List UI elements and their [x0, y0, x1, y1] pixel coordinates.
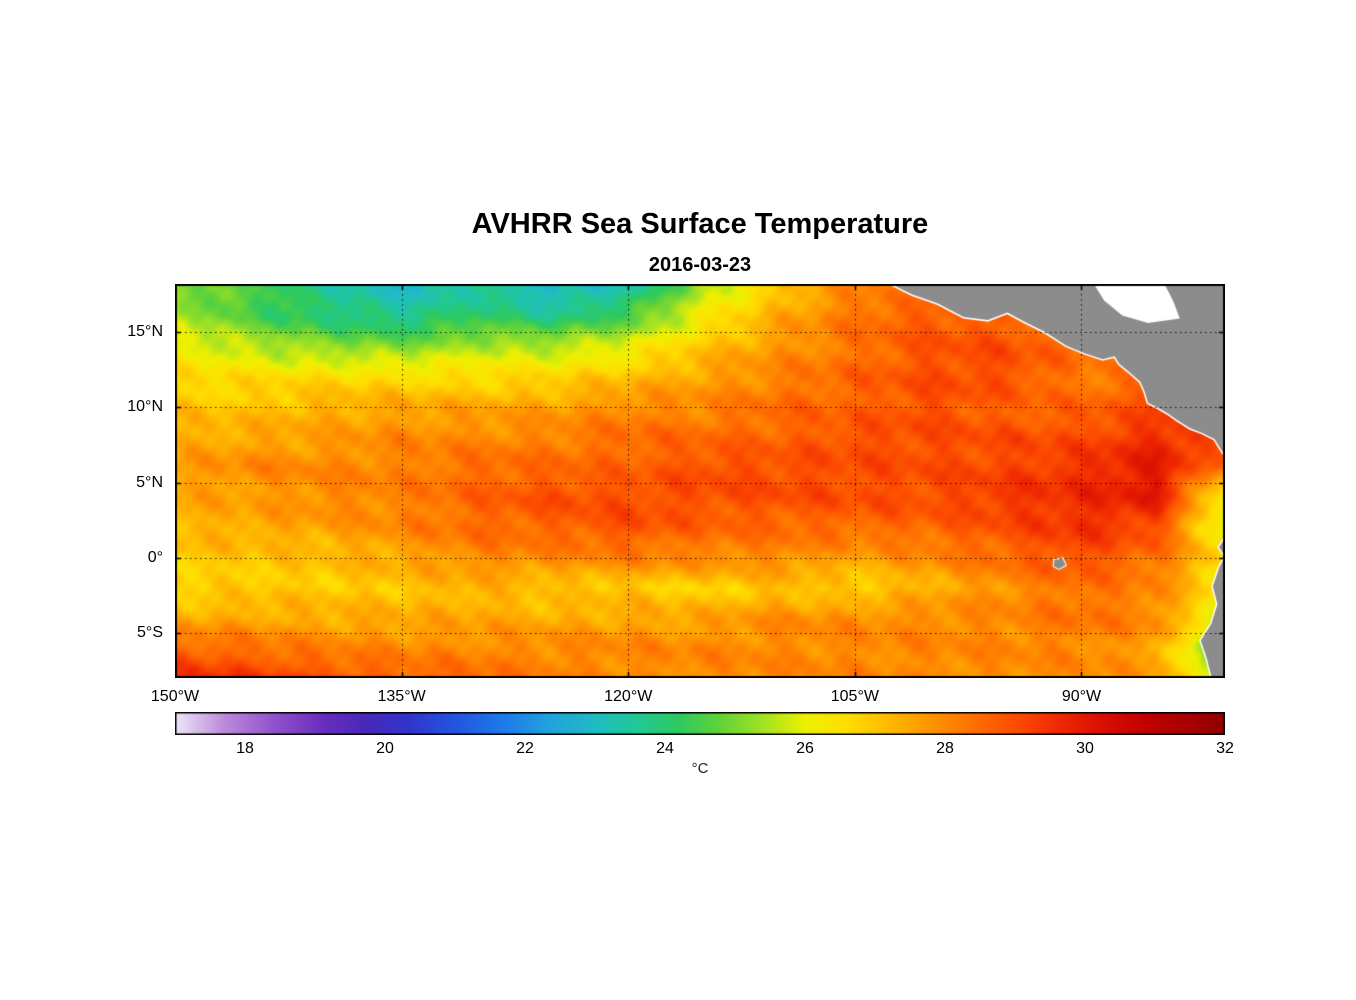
x-axis-tick-label: 120°W	[604, 688, 653, 705]
sst-map	[175, 284, 1225, 678]
colorbar-tick-label: 30	[1076, 740, 1094, 757]
x-axis-tick-label: 90°W	[1061, 688, 1102, 705]
chart-subtitle: 2016-03-23	[648, 254, 752, 276]
y-axis-tick-label: 5°S	[137, 623, 163, 641]
y-axis-tick-label: 5°N	[136, 473, 163, 491]
colorbar-tick-label: 20	[376, 740, 394, 757]
chart-title: AVHRR Sea Surface Temperature	[471, 208, 929, 240]
colorbar-tick-label: 18	[236, 740, 254, 757]
colorbar-tick-label: 28	[936, 740, 954, 757]
colorbar-gradient-canvas	[175, 712, 1225, 735]
x-axis-tick-label: 150°W	[150, 688, 200, 705]
x-axis-tick-label: 105°W	[830, 688, 879, 705]
colorbar-tick-label: 26	[796, 740, 814, 757]
colorbar-unit-label: °C	[691, 760, 709, 777]
y-axis-tick-label: 15°N	[127, 323, 163, 341]
colorbar-tick-label: 32	[1216, 740, 1234, 757]
colorbar	[175, 712, 1225, 735]
colorbar-tick-label: 22	[516, 740, 534, 757]
colorbar-tick-label: 24	[656, 740, 674, 757]
x-axis-tick-label: 135°W	[377, 688, 426, 705]
sst-map-canvas	[175, 284, 1225, 678]
y-axis-tick-label: 10°N	[127, 398, 163, 416]
y-axis-tick-label: 0°	[147, 548, 163, 566]
